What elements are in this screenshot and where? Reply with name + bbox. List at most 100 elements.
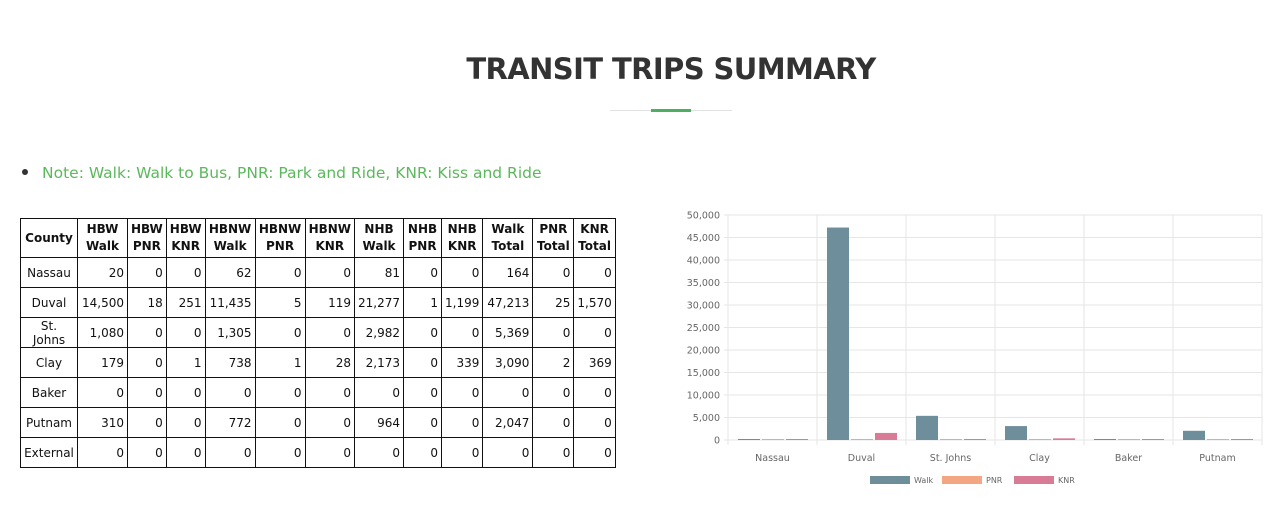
value-cell: 0 [403,377,443,408]
bar-knr [786,439,808,440]
transit-trips-bar-chart: 0 5,000 10,000 15,000 20,000 25,000 30,000 35,0… [687,211,1263,485]
column-header-text: KNR [315,239,345,253]
table-row: External 0 0 0 0 0 0 0 0 0 0 0 0 [20,437,616,468]
column-header-text: Total [536,239,570,253]
value-cell: 47,213 [482,287,534,318]
value-cell: 18 [127,287,167,318]
bar-pnr [940,439,962,440]
value-cell: 62 [204,257,256,288]
value-cell: 0 [403,317,443,348]
value-cell: 2,982 [354,317,405,348]
value-cell: 0 [254,317,306,348]
bar-knr [964,439,986,440]
value-cell: 738 [204,347,256,378]
column-header-text: HBW [86,222,119,236]
value-cell: 14,500 [77,287,128,318]
value-cell: 0 [127,347,167,378]
column-header-text: Total [491,239,525,253]
title-accent-bar [651,109,691,112]
value-cell: 0 [354,377,405,408]
value-cell: 1,570 [573,287,616,318]
table-row: Clay 179 0 1 738 1 28 2,173 0 339 3,090 2 369 [20,347,616,378]
x-tick-label: Nassau [755,453,790,464]
value-cell: 0 [304,257,356,288]
value-cell: 0 [127,257,167,288]
value-cell: 0 [403,437,443,468]
column-header: KNR Total [573,218,616,258]
legend-swatch [942,476,982,484]
value-cell: 1,199 [441,287,484,318]
county-cell: External [20,437,78,468]
y-tick-label: 30,000 [687,301,720,312]
county-cell: St. Johns [20,317,78,348]
bar-walk [1005,426,1027,440]
x-tick-label: Putnam [1199,453,1235,464]
value-cell: 5 [254,287,306,318]
column-header: NHB Walk [354,218,405,258]
column-header-text: County [25,230,73,245]
value-cell: 964 [354,407,405,438]
y-tick-label: 10,000 [687,391,720,402]
value-cell: 2 [532,347,575,378]
column-header-text: HBNW [258,222,302,236]
legend-label: KNR [1058,476,1075,485]
value-cell: 5,369 [482,317,534,348]
county-cell: Duval [20,287,78,318]
x-tick-label: Duval [848,453,875,464]
column-header: Walk Total [482,218,534,258]
column-header: HBNW KNR [304,218,356,258]
y-tick-label: 25,000 [687,323,720,334]
table-row: Putnam 310 0 0 772 0 0 964 0 0 2,047 0 0 [20,407,616,438]
value-cell: 310 [77,407,128,438]
column-header: PNR Total [532,218,575,258]
value-cell: 11,435 [204,287,256,318]
value-cell: 0 [441,317,484,348]
table-row: Nassau 20 0 0 62 0 0 81 0 0 164 0 0 [20,257,616,288]
value-cell: 339 [441,347,484,378]
column-header: HBW Walk [77,218,128,258]
bar-walk [1183,430,1205,440]
value-cell: 0 [204,437,256,468]
column-header-text: Walk [491,222,525,236]
bar-pnr [1118,439,1140,440]
value-cell: 251 [165,287,206,318]
value-cell: 0 [532,407,575,438]
column-header-text: PNR [132,239,161,253]
value-cell: 0 [482,437,534,468]
value-cell: 0 [532,257,575,288]
x-tick-label: Baker [1115,453,1142,464]
column-header-text: PNR [408,239,437,253]
value-cell: 1,080 [77,317,128,348]
column-header: HBNW PNR [254,218,306,258]
column-header-text: HBW [169,222,202,236]
value-cell: 0 [254,257,306,288]
column-header-text: PNR [539,222,568,236]
column-header: HBW PNR [127,218,167,258]
value-cell: 1,305 [204,317,256,348]
value-cell: 0 [441,407,484,438]
value-cell: 0 [165,437,206,468]
legend-label: PNR [986,476,1003,485]
value-cell: 0 [165,257,206,288]
county-cell: Putnam [20,407,78,438]
value-cell: 0 [127,317,167,348]
value-cell: 0 [532,377,575,408]
page-title: TRANSIT TRIPS SUMMARY [466,52,876,86]
value-cell: 119 [304,287,356,318]
bar-walk [827,227,849,440]
table-row: Duval 14,500 18 251 11,435 5 119 21,277 1 1,199 47… [20,287,616,318]
y-tick-label: 35,000 [687,278,720,289]
table-row: St. Johns 1,080 0 0 1,305 0 0 2,982 0 0 5,369 0 0 [20,317,616,348]
value-cell: 369 [573,347,616,378]
column-header-text: Walk [86,239,119,253]
value-cell: 0 [77,437,128,468]
value-cell: 0 [573,257,616,288]
value-cell: 0 [441,257,484,288]
county-cell: Clay [20,347,78,378]
value-cell: 0 [304,437,356,468]
value-cell: 772 [204,407,256,438]
value-cell: 0 [573,407,616,438]
column-header: County [20,218,78,258]
bar-pnr [1029,439,1051,440]
value-cell: 21,277 [354,287,405,318]
